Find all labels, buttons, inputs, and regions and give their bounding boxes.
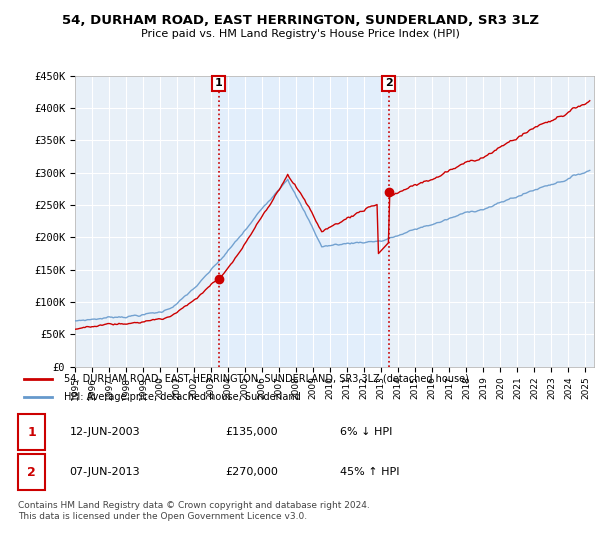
Text: 2: 2: [27, 466, 36, 479]
Text: 2: 2: [385, 78, 392, 88]
Text: 1: 1: [27, 426, 36, 438]
FancyBboxPatch shape: [18, 454, 46, 491]
Text: 45% ↑ HPI: 45% ↑ HPI: [340, 467, 400, 477]
Text: 54, DURHAM ROAD, EAST HERRINGTON, SUNDERLAND, SR3 3LZ: 54, DURHAM ROAD, EAST HERRINGTON, SUNDER…: [62, 14, 539, 27]
Text: HPI: Average price, detached house, Sunderland: HPI: Average price, detached house, Sund…: [64, 392, 301, 402]
Text: Price paid vs. HM Land Registry's House Price Index (HPI): Price paid vs. HM Land Registry's House …: [140, 29, 460, 39]
Text: 07-JUN-2013: 07-JUN-2013: [70, 467, 140, 477]
Text: 1: 1: [215, 78, 223, 88]
Text: £270,000: £270,000: [225, 467, 278, 477]
Text: £135,000: £135,000: [225, 427, 278, 437]
Text: Contains HM Land Registry data © Crown copyright and database right 2024.
This d: Contains HM Land Registry data © Crown c…: [18, 501, 370, 521]
Text: 54, DURHAM ROAD, EAST HERRINGTON, SUNDERLAND, SR3 3LZ (detached house): 54, DURHAM ROAD, EAST HERRINGTON, SUNDER…: [64, 374, 469, 384]
Text: 6% ↓ HPI: 6% ↓ HPI: [340, 427, 392, 437]
FancyBboxPatch shape: [18, 414, 46, 450]
Text: 12-JUN-2003: 12-JUN-2003: [70, 427, 140, 437]
Bar: [218, 76, 389, 367]
